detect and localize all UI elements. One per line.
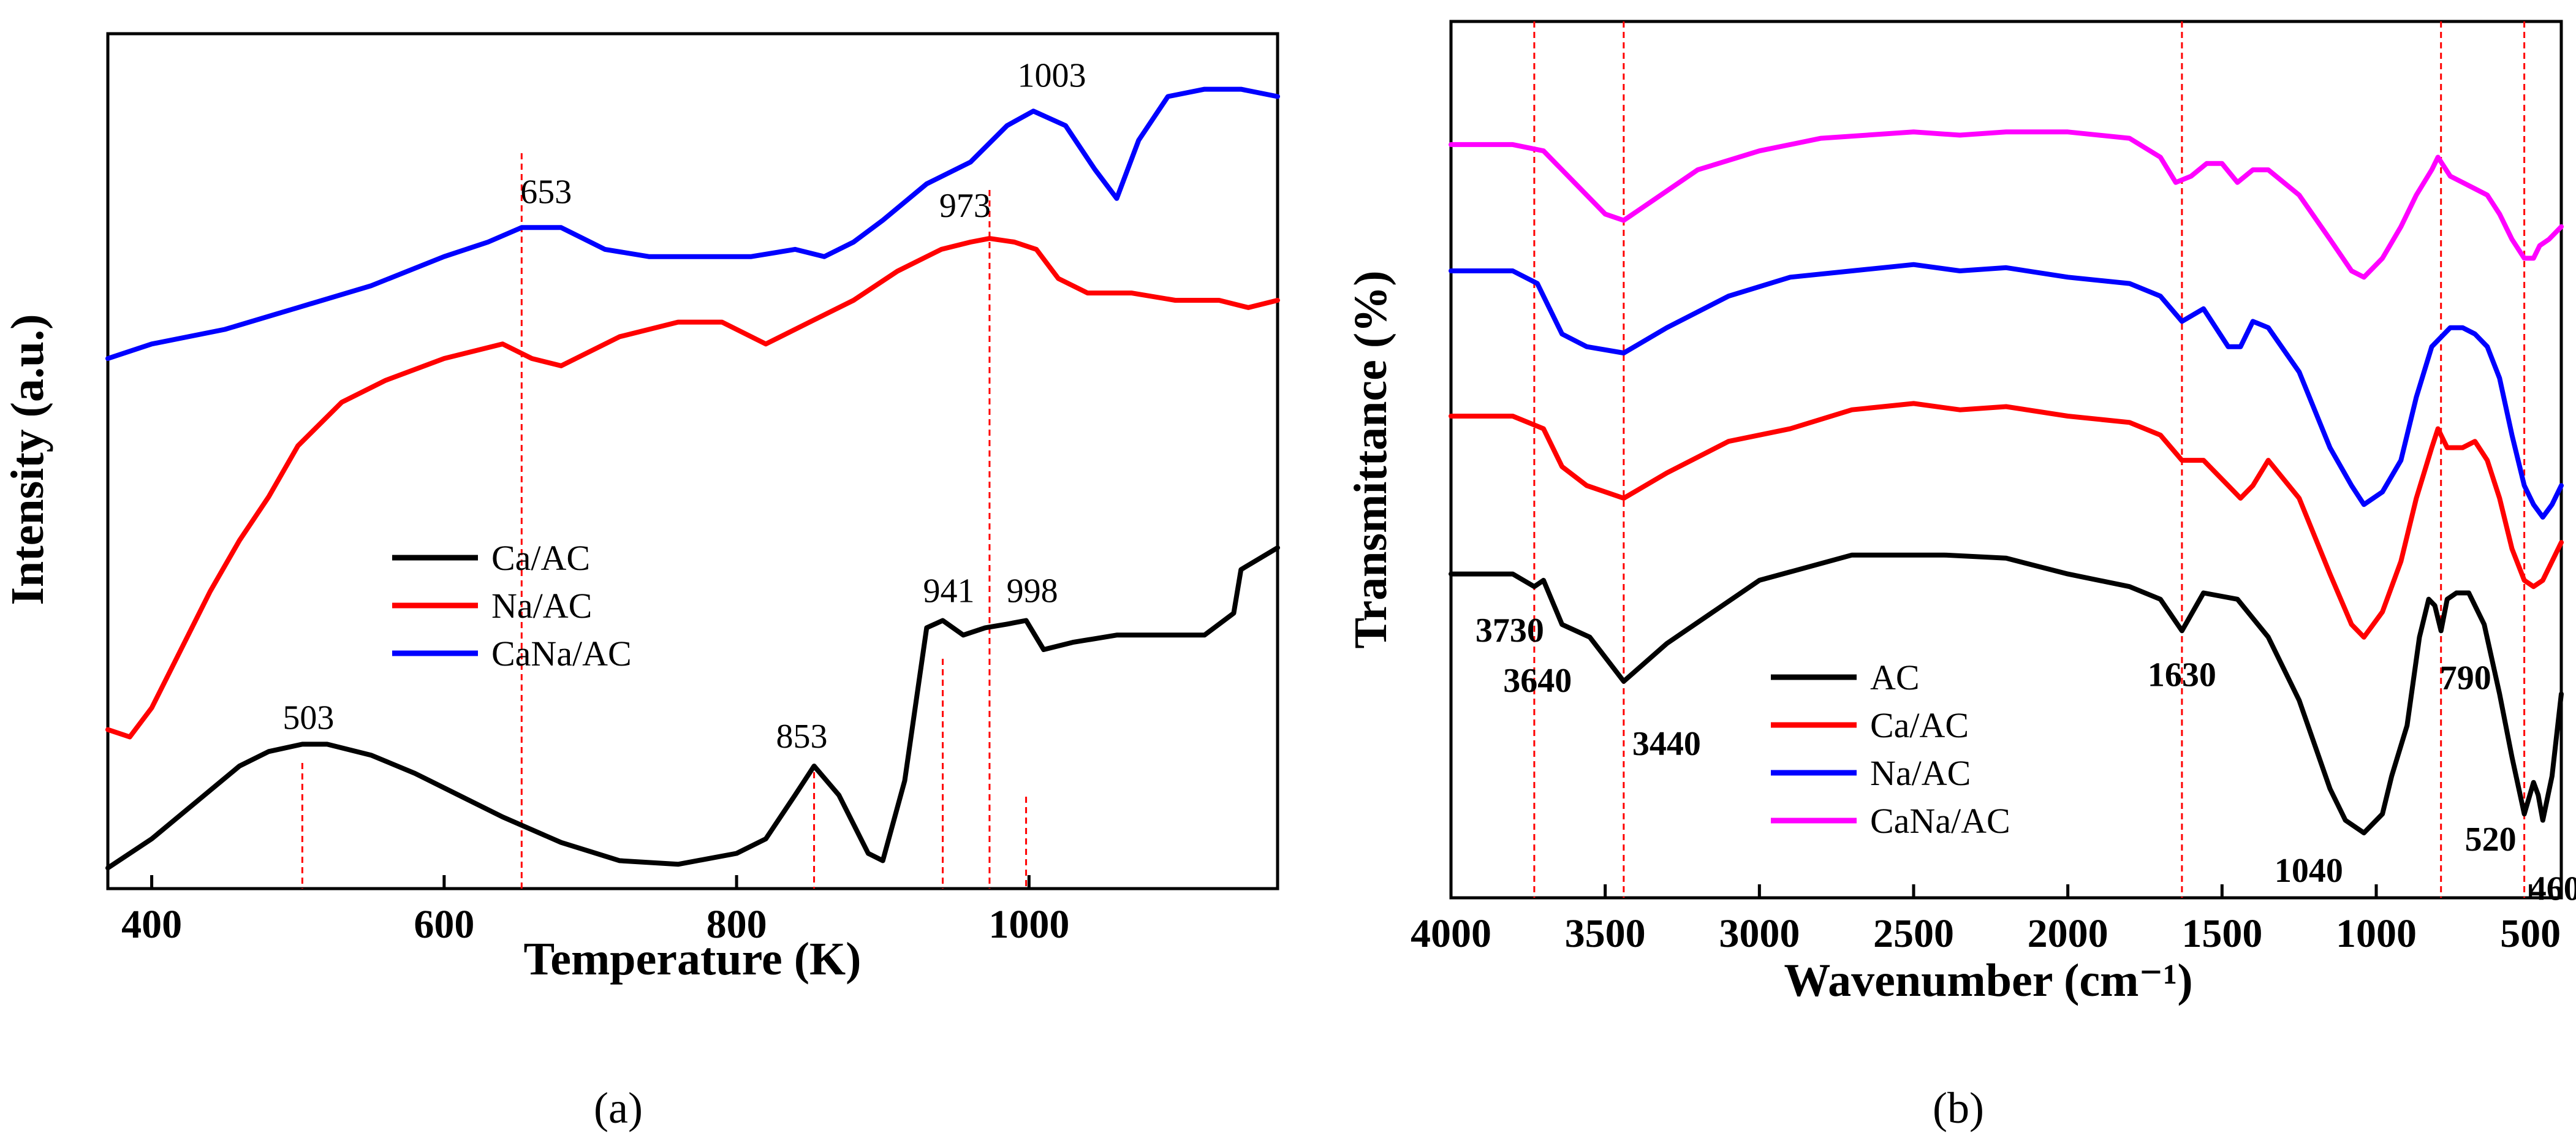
plot-frame-b xyxy=(1449,20,2563,900)
series-line-na-ac xyxy=(1449,262,2564,520)
panel-label-b: (b) xyxy=(1933,1083,1984,1133)
peak-label: 460 xyxy=(2529,870,2576,908)
x-tick-label: 1500 xyxy=(2181,911,2262,956)
peak-label: 503 xyxy=(282,699,334,737)
plot-frame-a xyxy=(106,32,1279,890)
series-line-ca-ac xyxy=(1449,401,2564,640)
x-tick-label: 2500 xyxy=(1873,911,1954,956)
x-axis-label-a: Temperature (K) xyxy=(524,933,862,985)
peak-label: 3440 xyxy=(1632,725,1701,763)
x-tick-label: 3500 xyxy=(1565,911,1646,956)
peak-label: 973 xyxy=(939,187,991,225)
legend-entry: CaNa/AC xyxy=(1870,801,2010,841)
x-tick-label: 1000 xyxy=(2336,911,2417,956)
peak-label: 941 xyxy=(923,572,975,610)
chart-panel-a: 503 853 941 998 973 653 1003 400 600 800 1000 Tem… xyxy=(2,32,1280,1133)
series-line-cana-ac xyxy=(1449,129,2564,280)
peak-label: 1630 xyxy=(2148,656,2216,694)
peak-label: 790 xyxy=(2440,659,2491,697)
legend-entry: Ca/AC xyxy=(1870,705,1969,745)
peak-label: 653 xyxy=(520,173,572,211)
y-axis-label-b: Transmittance (%) xyxy=(1345,270,1396,648)
x-tick-label: 400 xyxy=(121,902,182,947)
series-line-ac xyxy=(1449,552,2564,836)
peak-label: 3730 xyxy=(1476,612,1544,650)
x-tick-label: 600 xyxy=(414,902,474,947)
legend-entry: Ca/AC xyxy=(491,538,590,578)
x-tick-label: 2000 xyxy=(2028,911,2108,956)
peak-label: 998 xyxy=(1007,572,1058,610)
legend-entry: AC xyxy=(1870,658,1920,697)
chart-panel-b: 3730 3640 3440 1630 1040 790 520 460 4000 3500 30… xyxy=(1345,20,2576,1133)
x-tick-label: 800 xyxy=(707,902,767,947)
peak-label: 1040 xyxy=(2275,852,2343,890)
x-tick-label: 1000 xyxy=(988,902,1069,947)
x-axis-label-b: Wavenumber (cm⁻¹) xyxy=(1784,955,2192,1006)
legend-entry: CaNa/AC xyxy=(491,634,632,674)
legend-entry: Na/AC xyxy=(1870,753,1971,793)
x-tick-label: 500 xyxy=(2500,911,2561,956)
panel-label-a: (a) xyxy=(594,1083,643,1133)
series-line-ca-ac xyxy=(105,545,1280,871)
legend-a: Ca/AC Na/AC CaNa/AC xyxy=(392,538,632,674)
legend-entry: Na/AC xyxy=(491,586,592,626)
peak-label: 520 xyxy=(2465,821,2517,859)
peak-label: 1003 xyxy=(1017,56,1086,94)
peak-label: 3640 xyxy=(1503,662,1572,700)
peak-label: 853 xyxy=(776,718,828,756)
y-axis-label-a: Intensity (a.u.) xyxy=(2,314,53,605)
series-line-cana-ac xyxy=(105,86,1280,361)
legend-b: AC Ca/AC Na/AC CaNa/AC xyxy=(1771,658,2010,841)
x-tick-label: 3000 xyxy=(1719,911,1800,956)
x-tick-label: 4000 xyxy=(1411,911,1491,956)
series-line-na-ac xyxy=(105,236,1280,740)
